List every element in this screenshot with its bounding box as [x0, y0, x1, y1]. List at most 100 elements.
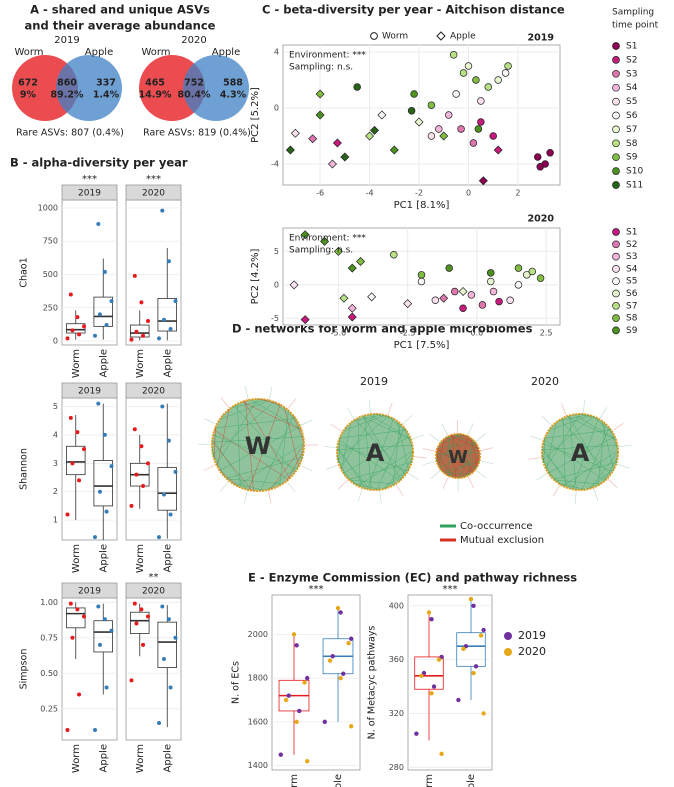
worm-point	[495, 297, 503, 306]
y-tick-label: 0.25	[40, 704, 58, 713]
network-edge	[546, 422, 557, 470]
y-tick-label: 5	[53, 402, 58, 411]
network-edge	[353, 482, 381, 490]
network-edge	[241, 401, 302, 431]
point	[77, 692, 82, 697]
x-tick-label: -2	[415, 189, 423, 198]
worm-point	[449, 51, 458, 59]
y-tick-label: 4	[53, 430, 58, 439]
venn-percent: 80.4%	[178, 90, 211, 101]
y-axis-title: N. of ECs	[231, 661, 242, 704]
network-edge	[437, 443, 476, 449]
worm-point	[477, 118, 485, 126]
network-edge	[603, 456, 618, 482]
network-edge	[463, 455, 481, 478]
network-edge	[450, 435, 479, 450]
apple-point	[300, 230, 310, 240]
point	[160, 208, 165, 213]
point	[93, 535, 97, 540]
legend-label: S6	[626, 289, 638, 299]
facet-strip	[61, 382, 118, 399]
network-edge	[447, 455, 481, 476]
apple-point	[333, 246, 343, 256]
plot-background	[282, 44, 561, 186]
network-edge	[248, 404, 281, 491]
x-tick-label: Worm	[135, 544, 146, 573]
y-tick-label: 360	[389, 655, 404, 664]
network-spoke	[467, 423, 474, 437]
network-spoke	[244, 489, 248, 504]
venn-year: 2020	[181, 35, 206, 46]
panel-title: E - Enzyme Commission (EC) and pathway r…	[248, 571, 577, 585]
apple-point	[414, 117, 424, 127]
point	[96, 604, 101, 609]
network-edge	[436, 451, 480, 455]
legend-swatch	[612, 181, 620, 189]
legend-swatch	[612, 265, 620, 273]
worm-point	[427, 132, 436, 140]
network-spoke	[410, 434, 425, 440]
apple-point	[300, 315, 310, 325]
network-edge	[345, 426, 348, 429]
legend-swatch	[612, 301, 620, 310]
y-tick-label: 3	[53, 459, 58, 468]
legend-label: S4	[626, 83, 638, 93]
network-label: A	[571, 439, 590, 467]
apple-point	[403, 299, 413, 309]
worm-point	[487, 277, 495, 286]
network-edge	[352, 414, 383, 422]
network-spoke	[245, 386, 249, 401]
network-edge	[437, 448, 473, 473]
network-spoke	[574, 489, 577, 504]
legend-swatch	[612, 139, 620, 148]
point	[68, 601, 73, 606]
legend-label: S7	[626, 125, 637, 135]
network-edge	[558, 482, 586, 490]
legend-label: S7	[626, 301, 637, 311]
worm-point	[457, 125, 465, 133]
worm-point	[489, 132, 497, 140]
network-edge	[438, 438, 445, 467]
network-edge	[349, 479, 396, 485]
network-edge	[343, 415, 385, 432]
network-edge	[435, 457, 438, 463]
network-spoke	[467, 475, 475, 489]
network-spoke	[475, 469, 487, 479]
point	[473, 664, 479, 669]
network-edge	[447, 436, 450, 477]
y-tick-label: 2000	[248, 630, 268, 639]
venn-set	[183, 55, 249, 121]
worm-point	[533, 153, 542, 161]
facet-strip	[125, 582, 182, 599]
network-edge	[541, 454, 544, 463]
plot-background	[125, 199, 182, 346]
y-tick-label: 1600	[248, 717, 268, 726]
point	[157, 535, 161, 540]
legend-swatch	[612, 56, 620, 64]
network-edge	[340, 413, 375, 469]
shape-key	[436, 31, 446, 41]
x-tick-label: Apple	[333, 774, 344, 787]
point	[82, 447, 86, 452]
network-edge	[301, 453, 304, 461]
worm-point	[452, 90, 460, 98]
network-edge	[260, 398, 282, 406]
network-edge	[562, 417, 566, 488]
shape-key-label: Worm	[382, 32, 408, 42]
x-tick-label: -5.0	[331, 329, 347, 338]
legend-swatch	[612, 125, 620, 134]
y-axis-title: PC2 [4.2%]	[250, 249, 261, 305]
venn-percent: 1.4%	[93, 90, 120, 101]
point	[134, 329, 139, 334]
network-edge	[445, 473, 462, 479]
network-edge	[215, 418, 296, 429]
point	[166, 438, 171, 443]
legend-label: 2019	[518, 629, 546, 642]
y-tick-label: 1	[53, 516, 58, 525]
network-edge	[458, 441, 476, 479]
network-label: W	[448, 447, 468, 468]
apple-point	[439, 131, 449, 141]
legend-label: S1	[626, 228, 637, 238]
point	[330, 654, 335, 659]
